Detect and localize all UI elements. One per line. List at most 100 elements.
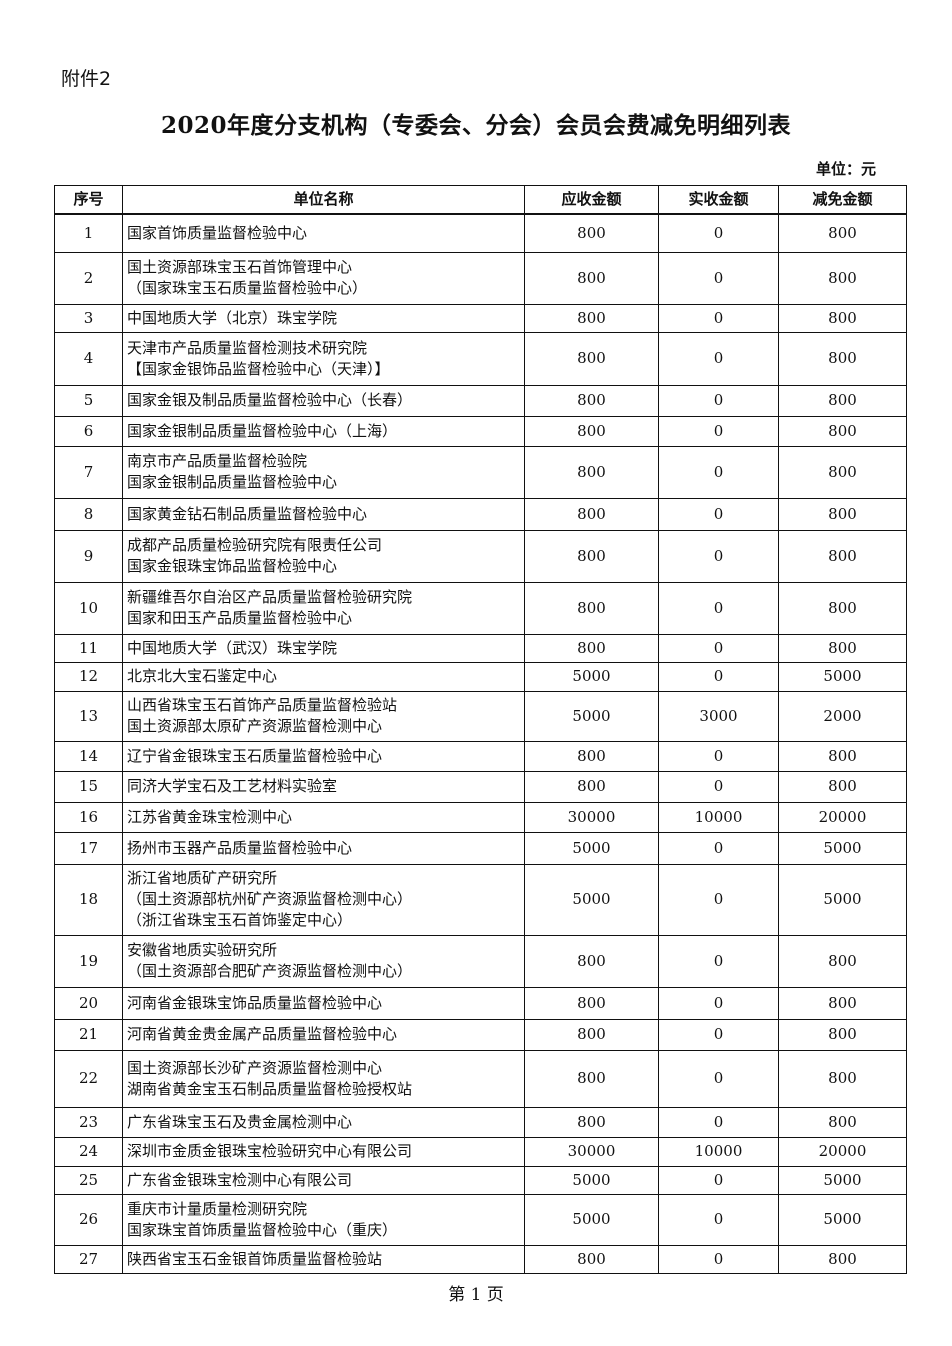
organization-name: 天津市产品质量监督检测技术研究院 【国家金银饰品监督检验中心（天津）】 <box>122 331 525 386</box>
amount-paid: 0 <box>658 251 779 305</box>
amount-due: 800 <box>524 445 659 499</box>
amount-waived: 800 <box>778 331 907 386</box>
amount-waived: 800 <box>778 529 907 583</box>
row-number: 22 <box>54 1049 123 1108</box>
amount-paid: 10000 <box>658 1136 779 1167</box>
table-row: 8 国家黄金钻石制品质量监督检验中心 800 0 800 <box>54 497 907 531</box>
organization-name-line: 成都产品质量检验研究院有限责任公司 <box>127 536 383 554</box>
organization-name-line: 河南省金银珠宝饰品质量监督检验中心 <box>127 993 383 1012</box>
organization-name-line: 新疆维吾尔自治区产品质量监督检验研究院 <box>127 588 413 606</box>
amount-due: 800 <box>524 331 659 386</box>
row-number: 7 <box>54 445 123 499</box>
organization-name-line: 中国地质大学（北京）珠宝学院 <box>127 308 338 327</box>
amount-paid: 0 <box>658 331 779 386</box>
organization-name-line: 广东省金银珠宝检测中心有限公司 <box>127 1170 353 1189</box>
header-paid: 实收金额 <box>658 185 779 215</box>
organization-name: 浙江省地质矿产研究所 （国土资源部杭州矿产资源监督检测中心） （浙江省珠宝玉石首饰鉴… <box>122 863 525 936</box>
row-number: 15 <box>54 770 123 803</box>
amount-paid: 0 <box>658 740 779 772</box>
organization-name: 山西省珠宝玉石首饰产品质量监督检验站 国土资源部太原矿产资源监督检测中心 <box>122 690 525 742</box>
organization-name: 中国地质大学（北京）珠宝学院 <box>122 303 525 333</box>
page-number: 第 1 页 <box>448 1285 504 1305</box>
amount-due: 800 <box>524 1244 659 1274</box>
amount-paid: 0 <box>658 770 779 803</box>
organization-name-line: 国家珠宝首饰质量监督检验中心（重庆） <box>127 1220 398 1239</box>
amount-due: 800 <box>524 303 659 333</box>
amount-due: 5000 <box>524 661 659 692</box>
organization-name-line: 天津市产品质量监督检测技术研究院 <box>127 338 368 357</box>
organization-name: 陕西省宝玉石金银首饰质量监督检验站 <box>122 1244 525 1274</box>
table-row: 27 陕西省宝玉石金银首饰质量监督检验站 800 0 800 <box>54 1244 907 1274</box>
table-row: 9 成都产品质量检验研究院有限责任公司 国家金银珠宝饰品监督检验中心 800 0 800 <box>54 529 907 583</box>
table-row: 26 重庆市计量质量检测研究院 国家珠宝首饰质量监督检验中心（重庆） 5000 0 500… <box>54 1193 907 1246</box>
amount-waived: 800 <box>778 445 907 499</box>
amount-waived: 800 <box>778 303 907 333</box>
amount-due: 30000 <box>524 1136 659 1167</box>
amount-waived: 800 <box>778 770 907 803</box>
row-number: 11 <box>54 633 123 663</box>
amount-due: 800 <box>524 415 659 447</box>
amount-paid: 0 <box>658 581 779 635</box>
organization-name-line: 国家金银制品质量监督检验中心 <box>127 473 338 491</box>
table-row: 7 南京市产品质量监督检验院 国家金银制品质量监督检验中心 800 0 800 <box>54 445 907 499</box>
organization-name-line: 中国地质大学（武汉）珠宝学院 <box>127 638 338 657</box>
amount-paid: 0 <box>658 986 779 1020</box>
amount-waived: 800 <box>778 581 907 635</box>
organization-name: 广东省金银珠宝检测中心有限公司 <box>122 1165 525 1195</box>
amount-paid: 0 <box>658 1106 779 1138</box>
organization-name: 河南省金银珠宝饰品质量监督检验中心 <box>122 986 525 1020</box>
row-number: 2 <box>54 251 123 305</box>
organization-name: 北京北大宝石鉴定中心 <box>122 661 525 692</box>
amount-due: 800 <box>524 770 659 803</box>
organization-name-line: 陕西省宝玉石金银首饰质量监督检验站 <box>127 1249 383 1268</box>
amount-paid: 0 <box>658 1049 779 1108</box>
amount-waived: 800 <box>778 384 907 417</box>
table-row: 23 广东省珠宝玉石及贵金属检测中心 800 0 800 <box>54 1106 907 1138</box>
organization-name-line: 广东省珠宝玉石及贵金属检测中心 <box>127 1112 353 1131</box>
organization-name-line: （国土资源部合肥矿产资源监督检测中心） <box>127 962 413 980</box>
organization-name: 安徽省地质实验研究所 （国土资源部合肥矿产资源监督检测中心） <box>122 934 525 988</box>
organization-name: 深圳市金质金银珠宝检验研究中心有限公司 <box>122 1136 525 1167</box>
organization-name: 国家金银及制品质量监督检验中心（长春） <box>122 384 525 417</box>
amount-waived: 800 <box>778 740 907 772</box>
row-number: 17 <box>54 831 123 865</box>
organization-name-line: 重庆市计量质量检测研究院 <box>127 1199 308 1218</box>
table-row: 25 广东省金银珠宝检测中心有限公司 5000 0 5000 <box>54 1165 907 1195</box>
amount-due: 800 <box>524 1106 659 1138</box>
organization-name: 新疆维吾尔自治区产品质量监督检验研究院 国家和田玉产品质量监督检验中心 <box>122 581 525 635</box>
organization-name: 广东省珠宝玉石及贵金属检测中心 <box>122 1106 525 1138</box>
amount-paid: 10000 <box>658 801 779 833</box>
amount-waived: 800 <box>778 986 907 1020</box>
row-number: 4 <box>54 331 123 386</box>
amount-paid: 0 <box>658 831 779 865</box>
organization-name-line: 浙江省地质矿产研究所 <box>127 869 278 887</box>
organization-name: 国土资源部珠宝玉石首饰管理中心 （国家珠宝玉石质量监督检验中心） <box>122 251 525 305</box>
organization-name: 南京市产品质量监督检验院 国家金银制品质量监督检验中心 <box>122 445 525 499</box>
table-row: 22 国土资源部长沙矿产资源监督检测中心 湖南省黄金宝玉石制品质量监督检验授权站 80… <box>54 1049 907 1108</box>
row-number: 3 <box>54 303 123 333</box>
amount-paid: 0 <box>658 384 779 417</box>
table-row: 4 天津市产品质量监督检测技术研究院 【国家金银饰品监督检验中心（天津）】 800 0 8… <box>54 331 907 386</box>
table-row: 1 国家首饰质量监督检验中心 800 0 800 <box>54 213 907 253</box>
attachment-label: 附件2 <box>61 68 112 90</box>
table-row: 24 深圳市金质金银珠宝检验研究中心有限公司 30000 10000 20000 <box>54 1136 907 1167</box>
organization-name-line: 安徽省地质实验研究所 <box>127 941 278 959</box>
table-header-row: 序号 单位名称 应收金额 实收金额 减免金额 <box>54 185 907 215</box>
organization-name: 成都产品质量检验研究院有限责任公司 国家金银珠宝饰品监督检验中心 <box>122 529 525 583</box>
organization-name-line: 河南省黄金贵金属产品质量监督检验中心 <box>127 1025 398 1043</box>
organization-name-line: 辽宁省金银珠宝玉石质量监督检验中心 <box>127 746 383 765</box>
amount-waived: 5000 <box>778 1193 907 1246</box>
amount-due: 800 <box>524 497 659 531</box>
amount-due: 5000 <box>524 831 659 865</box>
organization-name-line: 国家金银制品质量监督检验中心（上海） <box>127 421 398 440</box>
amount-due: 800 <box>524 251 659 305</box>
table-row: 6 国家金银制品质量监督检验中心（上海） 800 0 800 <box>54 415 907 447</box>
amount-waived: 800 <box>778 1018 907 1051</box>
row-number: 5 <box>54 384 123 417</box>
organization-name: 扬州市玉器产品质量监督检验中心 <box>122 831 525 865</box>
table-row: 3 中国地质大学（北京）珠宝学院 800 0 800 <box>54 303 907 333</box>
amount-paid: 0 <box>658 1193 779 1246</box>
organization-name: 辽宁省金银珠宝玉石质量监督检验中心 <box>122 740 525 772</box>
table-row: 5 国家金银及制品质量监督检验中心（长春） 800 0 800 <box>54 384 907 417</box>
organization-name-line: 国土资源部太原矿产资源监督检测中心 <box>127 717 383 735</box>
